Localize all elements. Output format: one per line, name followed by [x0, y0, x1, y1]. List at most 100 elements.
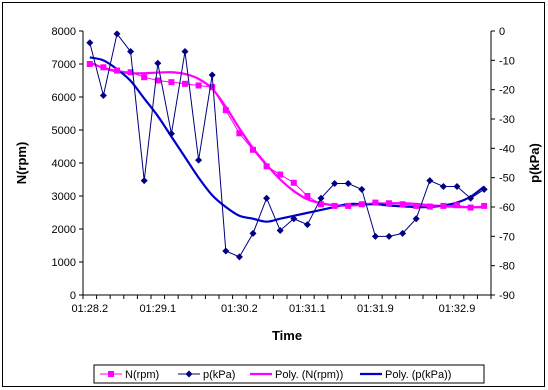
y2-tick-label: -50: [499, 173, 515, 185]
right-axis: 0 -10 -20 -30 -40 -50 -60 -70 -80 -90: [490, 26, 515, 302]
chart: 0 1000 2000 3000 4000 5000 6000 7000 8000 0 -10 -2…: [14, 26, 542, 384]
data-point-p-kpa: [358, 185, 366, 193]
data-point-p-kpa: [426, 177, 434, 185]
data-point-p-kpa: [480, 185, 488, 193]
legend-marker-p-kpa: [185, 370, 193, 378]
x-tick-label: 01:32.9: [439, 303, 476, 315]
series-line-poly-n-rpm: [89, 61, 485, 209]
data-point-p-kpa: [99, 92, 107, 100]
data-point-p-kpa: [453, 182, 461, 190]
data-point-p-kpa: [317, 194, 325, 202]
data-point-n-rpm: [454, 202, 460, 209]
data-point-p-kpa: [412, 215, 420, 223]
chart-frame: 0 1000 2000 3000 4000 5000 6000 7000 8000 0 -10 -2…: [2, 2, 545, 387]
data-point-p-kpa: [290, 215, 298, 223]
data-point-n-rpm: [86, 61, 93, 67]
x-tick-label: 01:28.2: [71, 303, 108, 315]
data-point-p-kpa: [303, 221, 311, 229]
x-tick-label: 01:31.9: [357, 303, 394, 315]
y2-axis-title: p(kPa): [527, 143, 542, 183]
data-point-n-rpm: [399, 201, 406, 208]
y-tick-label: 1000: [52, 257, 76, 269]
y2-tick-label: -60: [499, 202, 515, 214]
data-point-n-rpm: [413, 202, 420, 209]
y2-tick-label: -10: [499, 55, 515, 67]
y2-tick-label: -80: [499, 261, 515, 273]
data-point-n-rpm: [222, 107, 229, 114]
y2-tick-label: -20: [499, 85, 515, 97]
data-point-n-rpm: [250, 146, 256, 153]
data-point-p-kpa: [399, 229, 407, 237]
data-point-n-rpm: [114, 67, 120, 74]
x-axis-title: Time: [272, 328, 302, 343]
data-point-p-kpa: [263, 194, 271, 202]
data-point-p-kpa: [344, 180, 352, 188]
y-tick-label: 7000: [52, 59, 76, 71]
data-point-p-kpa: [276, 226, 284, 234]
y-tick-label: 4000: [52, 158, 76, 170]
data-point-n-rpm: [277, 171, 284, 178]
data-point-p-kpa: [439, 182, 447, 190]
data-point-n-rpm: [127, 69, 134, 76]
y-axis-title: N(rpm): [14, 142, 29, 185]
data-point-n-rpm: [318, 201, 324, 208]
legend-label-poly-p-kpa: Poly. (p(kPa)): [385, 369, 451, 381]
data-point-n-rpm: [481, 202, 488, 209]
data-point-n-rpm: [386, 200, 392, 207]
data-point-p-kpa: [86, 39, 94, 47]
data-point-n-rpm: [290, 179, 297, 186]
data-point-p-kpa: [167, 130, 175, 138]
data-point-n-rpm: [195, 82, 202, 89]
data-point-n-rpm: [209, 84, 216, 91]
data-point-p-kpa: [385, 232, 393, 240]
data-point-p-kpa: [181, 48, 189, 56]
data-point-n-rpm: [467, 204, 474, 211]
data-point-n-rpm: [345, 202, 352, 209]
legend-label-poly-n-rpm: Poly. (N(rpm)): [275, 369, 343, 381]
x-tick-label: 01:31.1: [289, 303, 326, 315]
data-point-p-kpa: [331, 180, 339, 188]
x-axis: 01:28.2 01:29.1 01:30.2 01:31.1 01:31.9 01:32…: [71, 294, 492, 315]
plot-area: [86, 30, 488, 261]
data-point-p-kpa: [127, 48, 135, 56]
data-point-n-rpm: [100, 64, 107, 71]
data-point-n-rpm: [426, 203, 433, 210]
data-point-p-kpa: [467, 194, 475, 202]
data-point-n-rpm: [182, 80, 188, 87]
data-point-n-rpm: [154, 77, 161, 84]
x-tick-label: 01:30.2: [221, 303, 258, 315]
left-axis: 0 1000 2000 3000 4000 5000 6000 7000 8000: [52, 26, 84, 302]
data-point-n-rpm: [141, 74, 148, 81]
data-point-n-rpm: [372, 199, 379, 206]
data-point-p-kpa: [140, 177, 148, 185]
y-tick-label: 0: [70, 290, 76, 302]
data-point-n-rpm: [358, 201, 365, 208]
data-point-n-rpm: [168, 79, 175, 86]
y-tick-label: 2000: [52, 224, 76, 236]
series-line-p-kpa: [89, 32, 485, 258]
data-point-p-kpa: [195, 156, 203, 164]
data-point-p-kpa: [249, 229, 257, 237]
y-tick-label: 8000: [52, 26, 76, 38]
data-point-n-rpm: [236, 130, 243, 137]
data-point-p-kpa: [222, 247, 230, 255]
legend-box: [93, 364, 485, 384]
data-point-p-kpa: [154, 59, 162, 67]
data-point-n-rpm: [440, 202, 447, 209]
data-point-n-rpm: [331, 202, 338, 209]
data-point-n-rpm: [263, 163, 270, 170]
y2-tick-label: -40: [499, 143, 515, 155]
data-point-p-kpa: [113, 30, 121, 38]
legend-marker-n-rpm: [108, 371, 114, 377]
y2-tick-label: -70: [499, 231, 515, 243]
y-tick-label: 3000: [52, 191, 76, 203]
data-point-p-kpa: [235, 253, 243, 261]
data-point-p-kpa: [371, 232, 379, 240]
data-point-p-kpa: [208, 71, 216, 79]
y2-tick-label: -90: [499, 290, 515, 302]
y2-tick-label: 0: [499, 26, 505, 38]
legend-label-p-kpa: p(kPa): [203, 369, 235, 381]
y-tick-label: 6000: [52, 92, 76, 104]
y2-tick-label: -30: [499, 114, 515, 126]
x-tick-label: 01:29.1: [139, 303, 176, 315]
